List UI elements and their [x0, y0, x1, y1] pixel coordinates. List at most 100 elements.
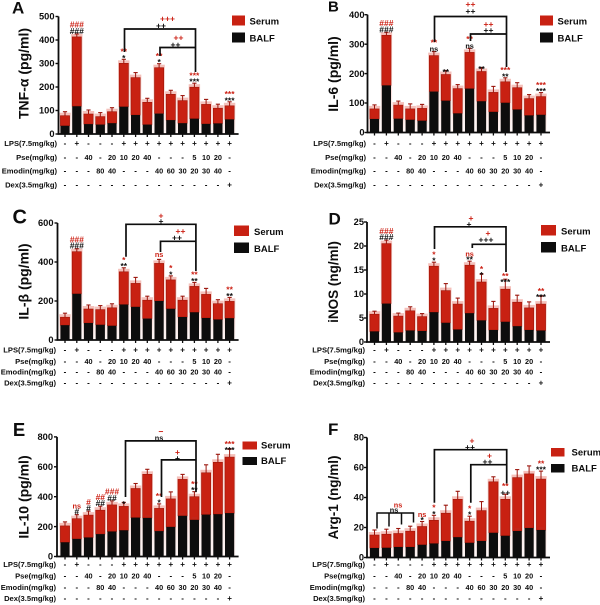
svg-text:***: *** — [189, 77, 200, 87]
svg-text:-: - — [456, 594, 459, 603]
svg-text:5: 5 — [192, 357, 196, 366]
svg-text:***: *** — [225, 439, 236, 449]
svg-text:-: - — [99, 379, 102, 388]
svg-text:-: - — [228, 583, 231, 592]
svg-text:-: - — [409, 357, 412, 366]
svg-text:**: ** — [156, 491, 163, 501]
svg-text:-: - — [99, 153, 102, 162]
svg-text:30: 30 — [513, 368, 521, 377]
svg-text:+: + — [216, 560, 221, 569]
svg-text:-: - — [492, 379, 495, 388]
svg-text:**: ** — [226, 285, 233, 295]
svg-text:+: + — [227, 560, 232, 569]
svg-text:20: 20 — [442, 571, 450, 580]
svg-text:10: 10 — [354, 289, 364, 299]
svg-text:###: ### — [70, 241, 84, 251]
svg-text:-: - — [444, 167, 447, 176]
svg-text:+: + — [515, 346, 520, 355]
svg-text:+: + — [384, 346, 389, 355]
svg-text:-: - — [217, 594, 220, 603]
svg-text:ns: ns — [430, 45, 439, 54]
svg-text:+: + — [467, 560, 472, 569]
svg-text:-: - — [456, 368, 459, 377]
svg-text:30: 30 — [489, 167, 497, 176]
svg-text:-: - — [122, 379, 125, 388]
svg-text:30: 30 — [202, 583, 210, 592]
svg-text:20: 20 — [418, 571, 426, 580]
svg-text:200: 200 — [39, 82, 55, 92]
svg-text:10: 10 — [120, 357, 128, 366]
svg-text:-: - — [87, 560, 90, 569]
svg-text:-: - — [385, 153, 388, 162]
svg-text:-: - — [87, 139, 90, 148]
svg-text:10: 10 — [202, 571, 210, 580]
svg-text:Dex(3.5mg/kg): Dex(3.5mg/kg) — [4, 379, 56, 388]
svg-text:-: - — [444, 180, 447, 189]
svg-text:-: - — [409, 139, 412, 148]
svg-text:+: + — [216, 346, 221, 355]
svg-text:-: - — [433, 594, 436, 603]
svg-text:-: - — [373, 560, 376, 569]
svg-text:-: - — [468, 571, 471, 580]
svg-text:-: - — [456, 167, 459, 176]
svg-text:40: 40 — [108, 368, 116, 377]
svg-text:**: ** — [502, 271, 509, 281]
svg-text:30: 30 — [489, 368, 497, 377]
svg-text:*: * — [122, 499, 126, 509]
svg-text:-: - — [87, 594, 90, 603]
svg-text:80: 80 — [354, 433, 364, 443]
svg-text:+++: +++ — [160, 14, 175, 24]
svg-text:−: − — [159, 427, 164, 437]
svg-text:**: ** — [478, 64, 485, 74]
svg-text:-: - — [205, 180, 208, 189]
svg-text:Pse(mg/kg): Pse(mg/kg) — [15, 357, 56, 366]
svg-text:-: - — [516, 180, 519, 189]
svg-text:-: - — [75, 357, 78, 366]
svg-text:-: - — [87, 180, 90, 189]
svg-text:*: * — [169, 263, 173, 273]
svg-text:40: 40 — [525, 167, 533, 176]
svg-text:-: - — [421, 379, 424, 388]
svg-text:+: + — [168, 560, 173, 569]
svg-text:+: + — [479, 139, 484, 148]
svg-text:Dex(3.5mg/kg): Dex(3.5mg/kg) — [4, 594, 56, 603]
svg-text:5: 5 — [503, 357, 507, 366]
svg-text:*: * — [468, 504, 472, 514]
svg-text:*: * — [468, 510, 472, 520]
svg-text:+: + — [539, 594, 544, 603]
svg-text:++: ++ — [156, 21, 166, 31]
svg-text:400: 400 — [39, 35, 55, 45]
svg-text:-: - — [217, 379, 220, 388]
svg-text:-: - — [444, 368, 447, 377]
svg-text:TNF-α (pg/ml): TNF-α (pg/ml) — [16, 28, 32, 119]
svg-text:+: + — [145, 560, 150, 569]
svg-text:+: + — [216, 139, 221, 148]
svg-text:-: - — [228, 153, 231, 162]
svg-text:*: * — [432, 256, 436, 266]
svg-text:30: 30 — [179, 368, 187, 377]
svg-text:-: - — [421, 180, 424, 189]
svg-text:++: ++ — [174, 33, 184, 43]
svg-text:-: - — [480, 180, 483, 189]
svg-text:-: - — [64, 153, 67, 162]
svg-text:-: - — [397, 346, 400, 355]
svg-text:-: - — [516, 594, 519, 603]
svg-text:**: ** — [120, 261, 127, 271]
svg-text:-: - — [397, 379, 400, 388]
svg-text:B: B — [328, 0, 339, 16]
svg-text:-: - — [492, 153, 495, 162]
svg-text:-: - — [444, 594, 447, 603]
svg-text:-: - — [75, 594, 78, 603]
svg-text:40: 40 — [418, 583, 426, 592]
svg-text:ns: ns — [73, 502, 82, 511]
svg-text:40: 40 — [454, 357, 462, 366]
svg-text:-: - — [421, 139, 424, 148]
svg-text:-: - — [181, 594, 184, 603]
svg-text:Emodin(mg/kg): Emodin(mg/kg) — [1, 583, 57, 592]
svg-text:-: - — [205, 379, 208, 388]
svg-text:30: 30 — [179, 167, 187, 176]
svg-text:600: 600 — [38, 218, 54, 228]
svg-text:-: - — [373, 139, 376, 148]
svg-text:-: - — [75, 180, 78, 189]
svg-text:0: 0 — [359, 337, 364, 347]
